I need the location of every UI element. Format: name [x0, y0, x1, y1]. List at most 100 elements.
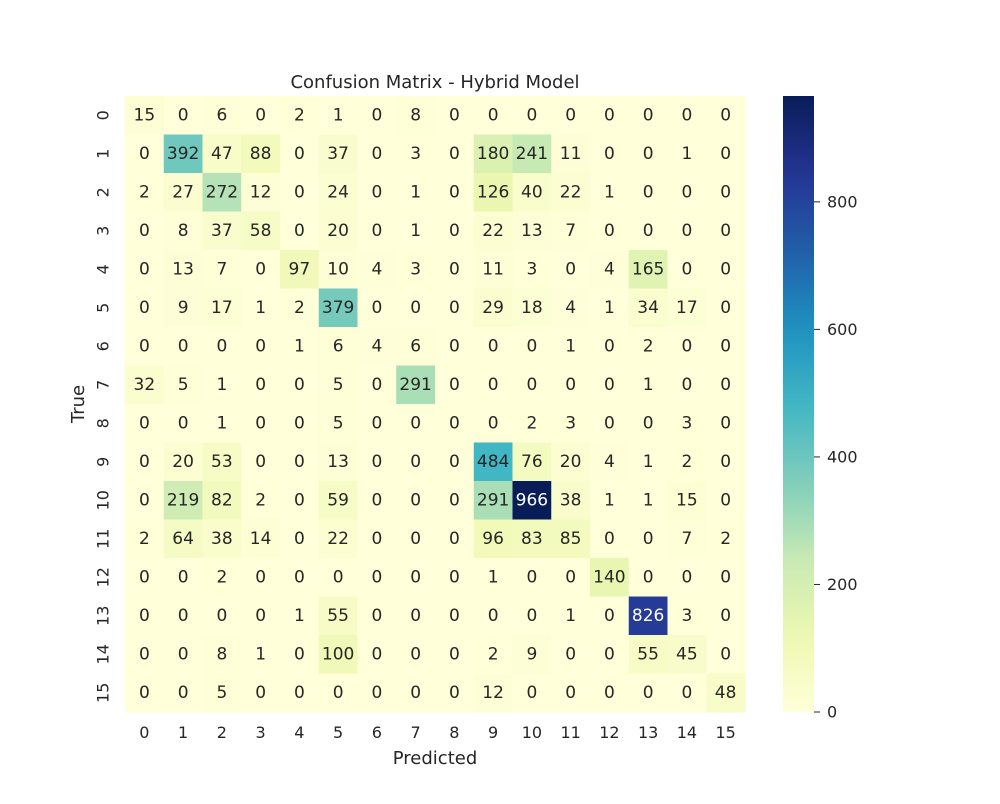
heatmap-cell	[163, 288, 204, 328]
cell-value-label: 0	[449, 336, 460, 356]
cell-value-label: 53	[211, 452, 233, 472]
cell-value-label: 0	[488, 413, 499, 433]
heatmap-cell	[202, 596, 242, 636]
cell-value-label: 966	[516, 490, 548, 510]
heatmap-cell	[163, 673, 204, 713]
cell-value-label: 291	[399, 375, 431, 395]
heatmap-cell	[396, 288, 436, 328]
y-tick-label: 2	[94, 187, 113, 197]
heatmap-cell	[241, 404, 281, 444]
heatmap-cell	[280, 635, 320, 675]
heatmap-cell	[241, 558, 281, 598]
cell-value-label: 0	[410, 452, 421, 472]
heatmap-cell	[473, 173, 514, 213]
cell-value-label: 484	[477, 452, 509, 472]
cell-value-label: 0	[526, 683, 537, 703]
heatmap-cell	[241, 134, 281, 174]
cell-value-label: 0	[139, 336, 150, 356]
cell-value-label: 0	[449, 567, 460, 587]
heatmap-cell	[202, 442, 242, 482]
cell-value-label: 0	[371, 567, 382, 587]
heatmap-cell	[590, 442, 630, 482]
heatmap-cell	[435, 558, 475, 598]
x-tick-label: 13	[638, 723, 658, 742]
heatmap-cell	[667, 96, 707, 136]
cell-value-label: 1	[604, 182, 615, 202]
cell-value-label: 8	[216, 644, 227, 664]
y-tick-label: 3	[94, 226, 113, 236]
cell-value-label: 76	[521, 452, 543, 472]
cell-value-label: 0	[139, 567, 150, 587]
cell-value-label: 4	[604, 452, 615, 472]
heatmap-cell	[551, 365, 591, 405]
cell-value-label: 1	[565, 606, 576, 626]
cell-value-label: 0	[371, 529, 382, 549]
cell-value-label: 0	[449, 644, 460, 664]
heatmap-cell	[628, 327, 669, 367]
cell-value-label: 7	[681, 529, 692, 549]
cell-value-label: 1	[294, 336, 305, 356]
cell-value-label: 0	[371, 413, 382, 433]
cell-value-label: 7	[565, 221, 576, 241]
x-tick-label: 0	[139, 723, 149, 742]
cell-value-label: 0	[526, 567, 537, 587]
heatmap-cell	[280, 558, 320, 598]
heatmap-cell	[280, 365, 320, 405]
cell-value-label: 180	[477, 144, 509, 164]
cell-value-label: 2	[139, 529, 150, 549]
cell-value-label: 13	[327, 452, 349, 472]
heatmap-cell	[435, 96, 475, 136]
cell-value-label: 0	[410, 606, 421, 626]
heatmap-cell	[241, 96, 281, 136]
cell-value-label: 0	[333, 683, 344, 703]
heatmap-cell	[473, 96, 514, 136]
cell-value-label: 0	[255, 336, 266, 356]
cell-value-label: 0	[681, 105, 692, 125]
cell-value-label: 0	[449, 105, 460, 125]
cell-value-label: 0	[449, 375, 460, 395]
cell-value-label: 0	[720, 644, 731, 664]
heatmap-cell	[318, 173, 359, 213]
heatmap-cell	[241, 288, 281, 328]
heatmap-cell	[202, 134, 242, 174]
cell-value-label: 8	[410, 105, 421, 125]
cell-value-label: 0	[139, 413, 150, 433]
heatmap-cell	[435, 519, 475, 559]
heatmap-cell	[241, 635, 281, 675]
cell-value-label: 96	[482, 529, 504, 549]
cell-value-label: 0	[720, 105, 731, 125]
cell-value-label: 0	[255, 606, 266, 626]
heatmap-cell	[357, 596, 397, 636]
heatmap-cell	[667, 558, 707, 598]
cell-value-label: 0	[294, 375, 305, 395]
heatmap-cell	[163, 365, 204, 405]
heatmap-cell	[590, 558, 630, 598]
heatmap-cell	[280, 96, 320, 136]
heatmap-cell	[435, 327, 475, 367]
cell-value-label: 0	[681, 567, 692, 587]
cell-value-label: 0	[294, 452, 305, 472]
cell-value-label: 12	[250, 182, 272, 202]
heatmap-cell	[125, 288, 165, 328]
cell-value-label: 55	[637, 644, 659, 664]
heatmap-cell	[357, 327, 397, 367]
heatmap-cell	[667, 173, 707, 213]
heatmap-cell	[706, 673, 746, 713]
heatmap-cell	[357, 288, 397, 328]
x-tick-label: 5	[333, 723, 343, 742]
heatmap-cell	[628, 250, 669, 290]
heatmap-cell	[357, 134, 397, 174]
heatmap-cell	[512, 327, 552, 367]
heatmap-cell	[280, 481, 320, 521]
cell-value-label: 0	[139, 606, 150, 626]
cell-value-label: 0	[449, 683, 460, 703]
heatmap-cell	[551, 442, 591, 482]
heatmap-cell	[706, 404, 746, 444]
cell-value-label: 2	[720, 529, 731, 549]
heatmap-cell	[163, 519, 204, 559]
cell-value-label: 1	[604, 298, 615, 318]
cell-value-label: 0	[178, 336, 189, 356]
heatmap-cell	[590, 404, 630, 444]
heatmap-cell	[435, 211, 475, 251]
